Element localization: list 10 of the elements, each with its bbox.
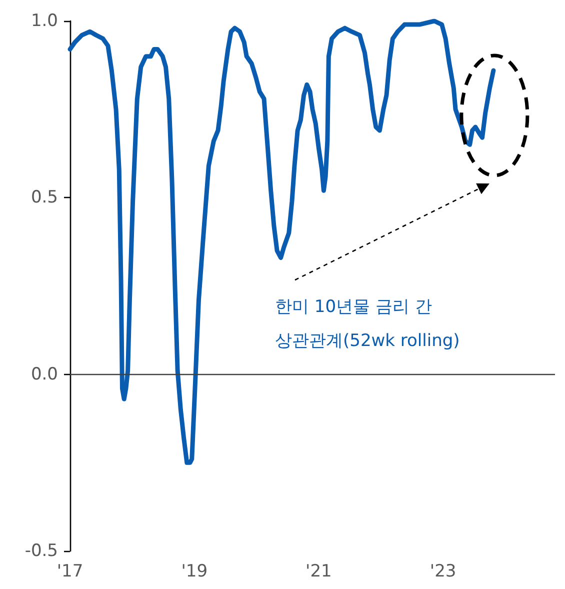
y-tick-label: 1.0 bbox=[30, 11, 58, 31]
x-tick-label: '23 bbox=[430, 562, 456, 582]
y-tick-label: 0.5 bbox=[30, 188, 58, 208]
x-tick-label: '17 bbox=[56, 562, 84, 582]
x-tick-label: '21 bbox=[306, 562, 332, 582]
line-series bbox=[68, 18, 496, 465]
x-tick-label: '19 bbox=[181, 562, 208, 582]
y-tick-label: 0.0 bbox=[30, 364, 58, 384]
y-tick-label: -0.5 bbox=[24, 541, 58, 561]
annotation: 한미 10년물 금리 간 상관관계(52wk rolling) bbox=[275, 296, 460, 353]
